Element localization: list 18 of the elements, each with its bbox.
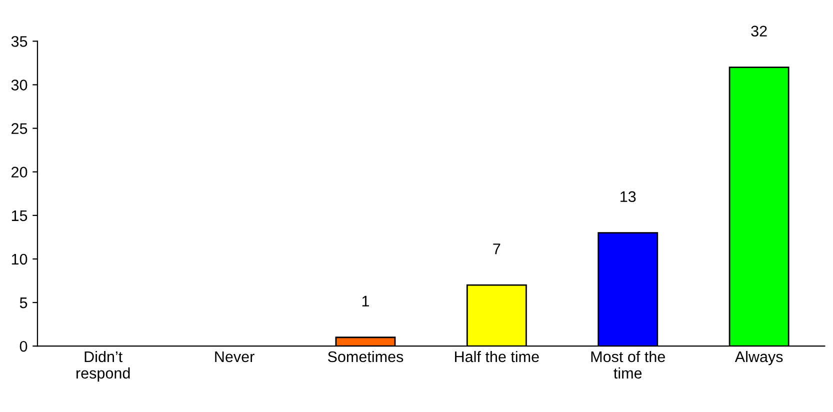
x-tick-label: Always: [734, 350, 783, 366]
x-tick-label: Didn’t respond: [76, 350, 130, 382]
y-tick-label: 35: [11, 36, 28, 47]
data-label: 7: [493, 244, 500, 254]
x-tick-label: Most of the time: [591, 350, 665, 379]
x-tick-label: Half the time: [455, 350, 539, 362]
y-tick-label: 10: [12, 254, 28, 265]
data-label: 32: [751, 26, 767, 37]
y-tick-label: 5: [20, 298, 28, 308]
y-tick-label: 0: [20, 340, 28, 352]
y-tick-label: 20: [12, 166, 28, 178]
x-tick-label: Never: [215, 352, 254, 362]
y-tick-label: 15: [12, 210, 28, 222]
y-tick-label: 30: [11, 80, 28, 90]
data-label: 13: [620, 191, 636, 202]
x-tick-label: Sometimes: [328, 350, 404, 362]
y-tick-label: 25: [12, 123, 28, 134]
data-label: 1: [362, 296, 369, 306]
